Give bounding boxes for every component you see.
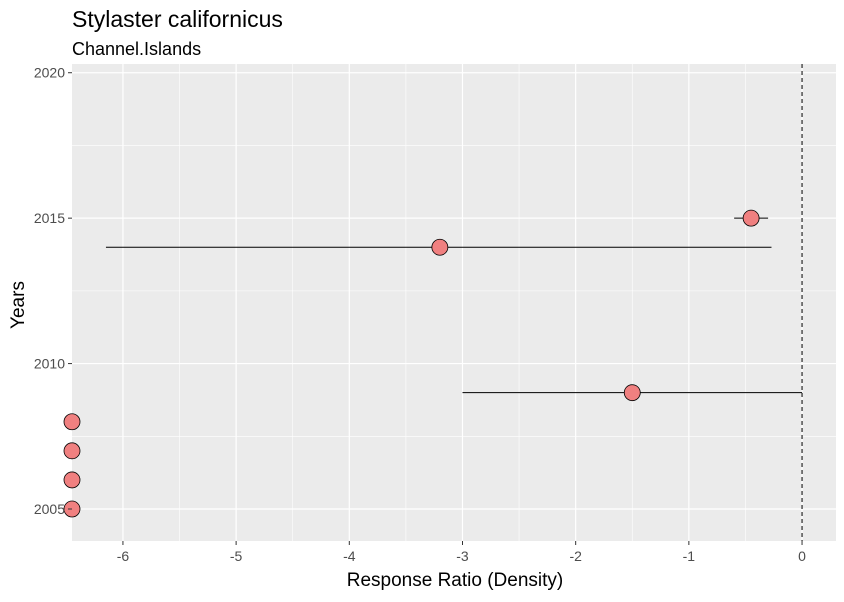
data-point <box>623 384 641 402</box>
chart-title: Stylaster californicus <box>72 6 283 32</box>
y-tick-label: 2005 <box>34 501 65 517</box>
y-tick-label: 2010 <box>34 356 65 372</box>
x-tick-label: -6 <box>117 548 130 564</box>
y-axis-title: Years <box>8 281 29 329</box>
data-point <box>742 209 760 227</box>
x-tick-label: -5 <box>230 548 243 564</box>
data-point <box>63 442 81 460</box>
minor-gridlines <box>72 64 836 541</box>
x-tick-label: -4 <box>343 548 356 564</box>
y-tick-label: 2020 <box>34 65 65 81</box>
major-gridlines <box>72 64 836 541</box>
x-axis: -6 -5 -4 -3 -2 -1 0 <box>117 541 806 564</box>
data-point <box>63 471 81 489</box>
data-points <box>63 209 760 518</box>
y-axis: 2005 2010 2015 2020 <box>34 65 72 517</box>
y-tick-label: 2015 <box>34 210 65 226</box>
plot-panel <box>72 64 836 541</box>
x-axis-title: Response Ratio (Density) <box>347 570 563 591</box>
x-tick-label: -2 <box>569 548 582 564</box>
data-point <box>431 238 449 256</box>
x-tick-label: -3 <box>456 548 469 564</box>
x-tick-label: 0 <box>798 548 806 564</box>
data-point <box>63 413 81 431</box>
x-tick-label: -1 <box>683 548 696 564</box>
chart-subtitle: Channel.Islands <box>72 39 201 59</box>
